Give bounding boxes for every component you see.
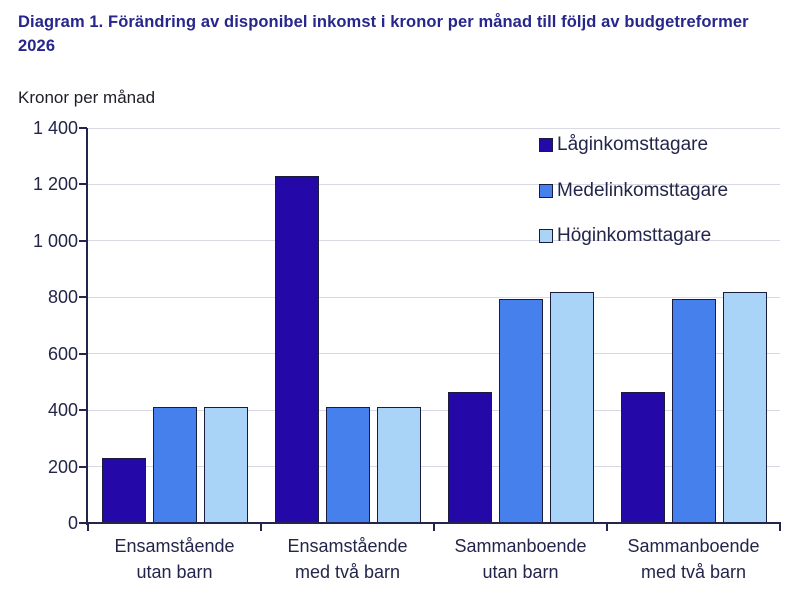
gridline xyxy=(88,296,780,298)
y-axis-tick xyxy=(79,127,87,129)
y-axis-tick xyxy=(79,465,87,468)
chart-title-line2: 2026 xyxy=(18,37,56,55)
x-axis-tick xyxy=(87,524,89,531)
bar xyxy=(620,391,665,523)
y-axis-tick-label: 1 400 xyxy=(32,118,78,138)
legend-marker xyxy=(539,183,553,198)
y-axis-tick xyxy=(79,296,87,299)
legend-label: Höginkomsttagare xyxy=(557,225,712,246)
legend-label: Medelinkomsttagare xyxy=(557,179,729,201)
x-axis-tick xyxy=(779,524,781,531)
y-axis-line xyxy=(86,128,88,525)
gridline xyxy=(88,183,780,185)
y-axis-tick xyxy=(79,183,87,186)
legend-marker xyxy=(539,229,553,243)
legend-item: Medelinkomsttagare xyxy=(539,180,728,202)
y-axis-tick xyxy=(79,409,87,412)
legend-marker xyxy=(539,138,553,152)
y-axis-tick-label: 1 000 xyxy=(32,230,78,251)
gridline xyxy=(88,466,780,468)
legend-label: Låginkomsttagare xyxy=(557,134,709,155)
y-axis-tick-label: 0 xyxy=(67,513,78,533)
gridline xyxy=(88,353,780,355)
bar xyxy=(376,407,421,523)
y-axis-tick-label: 1 200 xyxy=(32,174,78,195)
bar xyxy=(101,458,146,523)
bar xyxy=(671,298,716,523)
gridline xyxy=(88,409,780,411)
bar xyxy=(152,407,197,523)
category-label: Ensamstående utan barn xyxy=(114,536,235,582)
chart-title-line1: Diagram 1. Förändring av disponibel inko… xyxy=(18,13,749,31)
y-axis-tick-label: 600 xyxy=(47,343,78,364)
bar xyxy=(498,298,543,523)
y-axis-unit-label: Kronor per månad xyxy=(18,88,156,107)
bar xyxy=(722,291,767,523)
bar xyxy=(447,391,492,523)
category-label: Sammanboende utan barn xyxy=(454,536,587,582)
bar xyxy=(325,407,370,523)
x-axis-tick xyxy=(433,524,435,531)
bar xyxy=(274,175,319,523)
y-axis-tick xyxy=(79,239,87,242)
x-axis-tick xyxy=(606,524,608,531)
gridline xyxy=(88,127,780,129)
legend-item: Låginkomsttagare xyxy=(539,134,708,156)
x-axis-line xyxy=(86,522,781,524)
legend-item: Höginkomsttagare xyxy=(539,225,711,247)
category-label: Ensamstående med två barn xyxy=(287,536,408,582)
bar xyxy=(203,407,248,523)
category-label: Sammanboende med två barn xyxy=(627,536,760,582)
y-axis-tick-label: 200 xyxy=(47,456,78,477)
x-axis-tick xyxy=(260,524,262,531)
bar xyxy=(549,291,594,523)
y-axis-tick-label: 800 xyxy=(47,287,78,308)
gridline xyxy=(88,240,780,242)
y-axis-tick xyxy=(79,352,87,355)
chart-title: Diagram 1. Förändring av disponibel inko… xyxy=(18,10,788,58)
y-axis-tick xyxy=(79,522,87,524)
y-axis-tick-label: 400 xyxy=(47,400,78,421)
